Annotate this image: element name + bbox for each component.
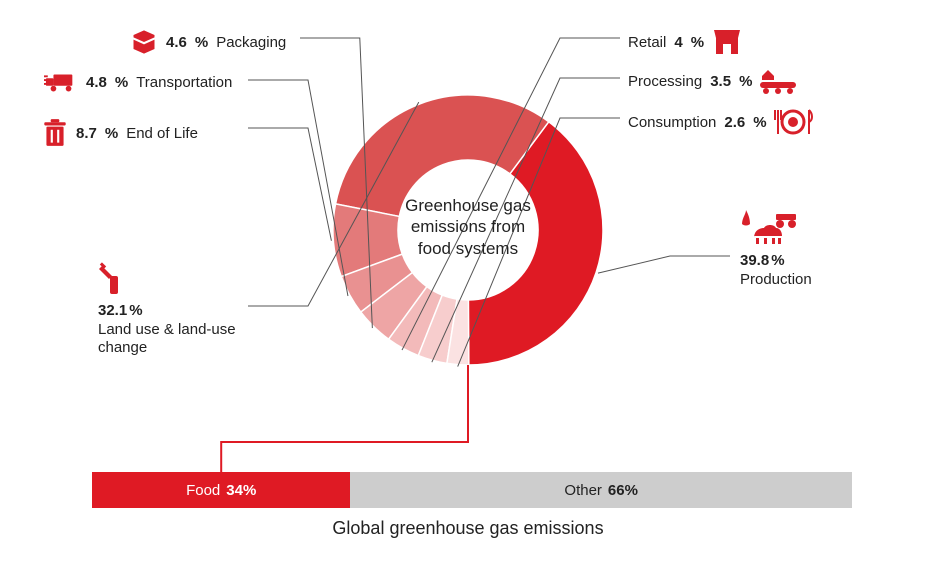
leader-production xyxy=(598,256,730,273)
pct-transportation: 4.8 xyxy=(86,74,107,91)
production-icon xyxy=(740,208,800,246)
transportation-icon xyxy=(44,70,78,94)
pct-production: 39.8 xyxy=(740,252,769,269)
txt-packaging: Packaging xyxy=(216,34,286,51)
landuse-icon xyxy=(98,262,132,296)
packaging-icon xyxy=(130,28,158,56)
donut-to-bar-connector xyxy=(221,365,468,472)
consumption-icon xyxy=(775,108,813,136)
bar-seg-food: Food 34% xyxy=(92,472,350,508)
txt-eol: End of Life xyxy=(126,125,198,142)
pct-consumption: 2.6 xyxy=(724,114,745,131)
bar-pct-other: 66% xyxy=(608,482,638,499)
txt-retail: Retail xyxy=(628,34,666,51)
eol-icon xyxy=(42,118,68,148)
pct-retail: 4 xyxy=(674,34,682,51)
global-emissions-bar: Food 34%Other 66% xyxy=(92,472,852,508)
donut-center-label: Greenhouse gas emissions from food syste… xyxy=(398,195,538,259)
chart-root: Greenhouse gas emissions from food syste… xyxy=(0,0,936,564)
label-transportation: 4.8% Transportation xyxy=(44,70,232,94)
retail-icon xyxy=(712,28,742,56)
label-production: 39.8% Production xyxy=(740,208,812,288)
leader-eol xyxy=(248,128,331,241)
processing-icon xyxy=(760,68,796,94)
txt-processing: Processing xyxy=(628,73,702,90)
txt-landuse: Land use & land-use change xyxy=(98,321,238,357)
txt-consumption: Consumption xyxy=(628,114,716,131)
label-packaging: 4.6% Packaging xyxy=(130,28,286,56)
pct-eol: 8.7 xyxy=(76,125,97,142)
bar-seg-other: Other 66% xyxy=(350,472,852,508)
txt-transportation: Transportation xyxy=(136,74,232,91)
label-consumption: Consumption 2.6% xyxy=(628,108,813,136)
bar-pct-food: 34% xyxy=(226,482,256,499)
pct-packaging: 4.6 xyxy=(166,34,187,51)
bar-label-food: Food xyxy=(186,482,220,499)
pct-processing: 3.5 xyxy=(710,73,731,90)
bar-label-other: Other xyxy=(564,482,602,499)
pct-landuse: 32.1 xyxy=(98,302,127,319)
label-processing: Processing 3.5% xyxy=(628,68,796,94)
leader-transport xyxy=(248,80,348,296)
label-eol: 8.7% End of Life xyxy=(42,118,198,148)
bar-title: Global greenhouse gas emissions xyxy=(0,518,936,539)
txt-production: Production xyxy=(740,271,812,288)
label-landuse: 32.1% Land use & land-use change xyxy=(98,262,238,357)
label-retail: Retail 4% xyxy=(628,28,742,56)
